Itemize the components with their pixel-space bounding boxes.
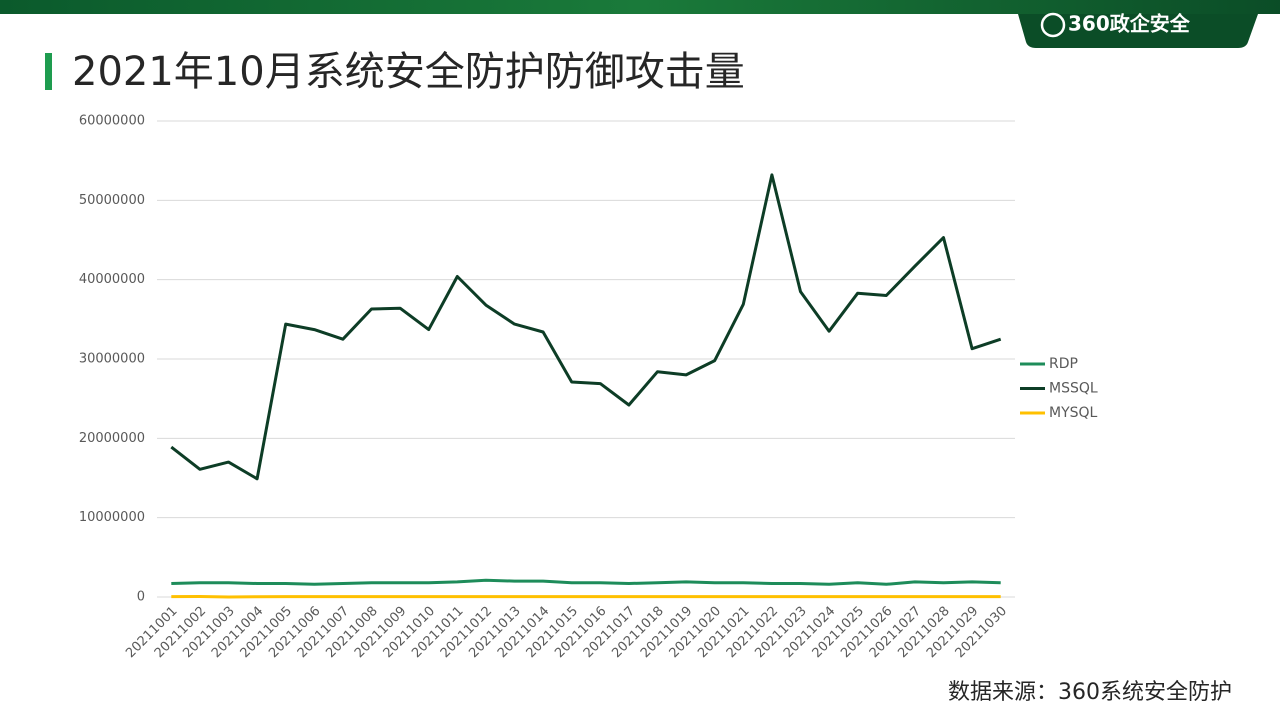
- y-tick-label: 10000000: [79, 510, 145, 525]
- plot: 0 10000000 20000000 30000000 40000000 5000000…: [79, 114, 1098, 662]
- y-tick-label: 50000000: [79, 193, 145, 208]
- series-line: [171, 595, 1001, 599]
- chart-title: 2021年10月系统安全防护防御攻击量: [72, 49, 745, 95]
- y-tick-label: 30000000: [79, 352, 145, 367]
- legend-label: MSSQL: [1049, 381, 1098, 397]
- title-accent: [45, 53, 52, 90]
- series-line: [170, 173, 1002, 481]
- legend-label: MYSQL: [1049, 405, 1098, 421]
- source-note: 数据来源：360系统安全防护: [948, 680, 1232, 705]
- series-line: [171, 578, 1001, 586]
- logo-text: 360政企安全: [1068, 12, 1191, 36]
- y-tick-label: 60000000: [79, 114, 145, 129]
- logo-tab: [1018, 14, 1258, 48]
- y-tick-label: 0: [137, 590, 145, 605]
- y-tick-label: 40000000: [79, 272, 145, 287]
- legend-label: RDP: [1049, 356, 1078, 372]
- top-bar: [0, 0, 1280, 14]
- y-tick-label: 20000000: [79, 431, 145, 446]
- logo-icon: [1040, 12, 1066, 38]
